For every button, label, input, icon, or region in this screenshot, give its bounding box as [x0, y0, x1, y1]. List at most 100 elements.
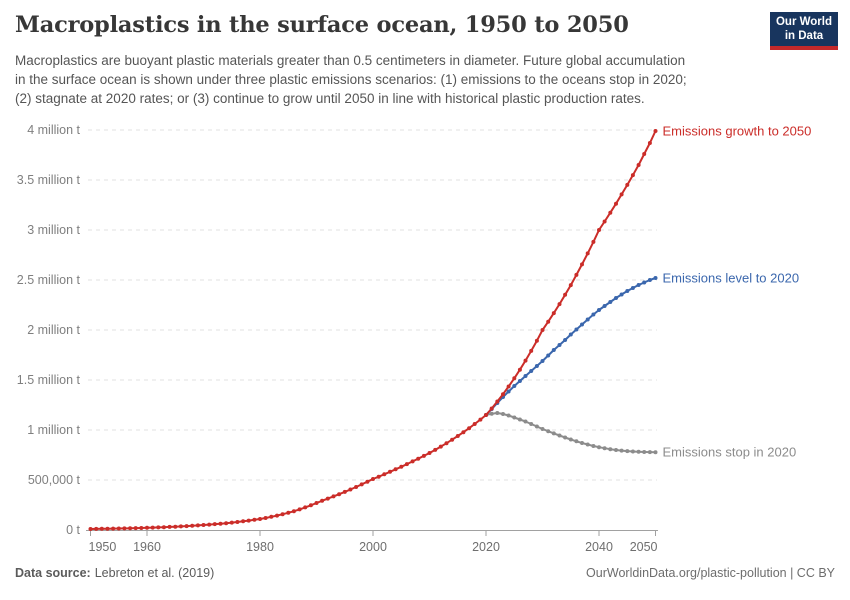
y-tick-label: 3 million t — [27, 223, 80, 237]
series-point-emissions-stop-in-2020 — [574, 439, 579, 444]
data-source-value: Lebreton et al. (2019) — [94, 566, 215, 580]
series-point-emissions-growth-to-2050 — [116, 526, 121, 531]
series-point-emissions-stop-in-2020 — [540, 427, 545, 431]
series-point-emissions-growth-to-2050 — [224, 521, 229, 526]
series-point-emissions-stop-in-2020 — [619, 448, 624, 453]
series-point-emissions-growth-to-2050 — [551, 311, 556, 316]
series-point-emissions-growth-to-2050 — [501, 392, 505, 397]
series-point-emissions-growth-to-2050 — [359, 482, 364, 487]
series-point-emissions-stop-in-2020 — [602, 446, 607, 451]
series-point-emissions-stop-in-2020 — [568, 437, 573, 442]
series-point-emissions-growth-to-2050 — [647, 141, 652, 145]
series-point-emissions-level-to-2020 — [546, 353, 551, 358]
y-tick-label: 3.5 million t — [17, 173, 81, 187]
series-label-emissions-stop-in-2020: Emissions stop in 2020 — [663, 445, 797, 460]
series-point-emissions-level-to-2020 — [642, 280, 647, 285]
series-point-emissions-growth-to-2050 — [517, 367, 522, 372]
series-point-emissions-stop-in-2020 — [523, 419, 528, 424]
series-point-emissions-growth-to-2050 — [275, 513, 279, 518]
series-point-emissions-growth-to-2050 — [195, 523, 200, 528]
series-point-emissions-growth-to-2050 — [229, 520, 234, 525]
series-point-emissions-growth-to-2050 — [619, 192, 624, 197]
series-point-emissions-growth-to-2050 — [139, 526, 144, 530]
series-point-emissions-level-to-2020 — [517, 379, 522, 383]
series-point-emissions-growth-to-2050 — [325, 496, 330, 501]
series-point-emissions-stop-in-2020 — [557, 433, 562, 438]
series-point-emissions-growth-to-2050 — [342, 489, 347, 494]
series-point-emissions-growth-to-2050 — [427, 451, 432, 455]
series-point-emissions-stop-in-2020 — [653, 450, 658, 455]
series-point-emissions-growth-to-2050 — [105, 526, 110, 531]
series-point-emissions-growth-to-2050 — [212, 522, 217, 527]
series-point-emissions-growth-to-2050 — [286, 510, 291, 515]
page-title: Macroplastics in the surface ocean, 1950… — [15, 12, 629, 38]
series-point-emissions-growth-to-2050 — [534, 338, 539, 343]
series-point-emissions-growth-to-2050 — [241, 519, 246, 524]
series-point-emissions-stop-in-2020 — [585, 442, 590, 447]
series-point-emissions-growth-to-2050 — [252, 517, 257, 522]
series-point-emissions-growth-to-2050 — [314, 501, 319, 505]
y-tick-label: 4 million t — [27, 123, 80, 137]
series-point-emissions-stop-in-2020 — [580, 441, 584, 445]
owid-logo: Our World in Data — [770, 12, 838, 50]
series-point-emissions-stop-in-2020 — [642, 450, 647, 454]
series-line-emissions-level-to-2020 — [485, 277, 657, 416]
data-source-label: Data source: — [15, 566, 91, 580]
series-point-emissions-level-to-2020 — [597, 308, 601, 312]
series-point-emissions-growth-to-2050 — [495, 399, 500, 404]
series-point-emissions-growth-to-2050 — [320, 498, 325, 503]
series-point-emissions-growth-to-2050 — [331, 494, 336, 499]
series-point-emissions-level-to-2020 — [608, 300, 613, 304]
y-tick-label: 2 million t — [27, 323, 80, 337]
series-point-emissions-growth-to-2050 — [557, 302, 562, 307]
series-point-emissions-growth-to-2050 — [416, 456, 421, 461]
series-point-emissions-growth-to-2050 — [291, 509, 296, 514]
series-point-emissions-growth-to-2050 — [472, 422, 477, 426]
series-point-emissions-growth-to-2050 — [280, 512, 285, 517]
series-point-emissions-stop-in-2020 — [597, 445, 601, 450]
series-point-emissions-growth-to-2050 — [258, 517, 262, 521]
owid-logo-line2: in Data — [784, 29, 824, 42]
series-point-emissions-growth-to-2050 — [263, 516, 268, 520]
series-point-emissions-growth-to-2050 — [348, 487, 353, 492]
x-tick-label: 2020 — [472, 540, 500, 554]
data-source: Data source: Lebreton et al. (2019) — [15, 566, 214, 580]
series-point-emissions-growth-to-2050 — [546, 319, 551, 324]
series-point-emissions-growth-to-2050 — [630, 173, 635, 178]
series-point-emissions-stop-in-2020 — [517, 417, 522, 422]
series-point-emissions-growth-to-2050 — [489, 406, 494, 411]
series-point-emissions-growth-to-2050 — [122, 526, 127, 531]
x-tick-label: 1950 — [89, 540, 117, 554]
series-point-emissions-growth-to-2050 — [393, 467, 398, 472]
series-point-emissions-stop-in-2020 — [546, 429, 551, 434]
series-point-emissions-growth-to-2050 — [133, 526, 138, 531]
series-point-emissions-growth-to-2050 — [614, 201, 618, 206]
series-point-emissions-growth-to-2050 — [207, 522, 212, 527]
series-point-emissions-growth-to-2050 — [625, 182, 630, 187]
series-label-emissions-growth-to-2050: Emissions growth to 2050 — [663, 124, 812, 139]
series-point-emissions-level-to-2020 — [614, 296, 618, 300]
series-point-emissions-growth-to-2050 — [444, 441, 449, 446]
series-point-emissions-growth-to-2050 — [523, 358, 528, 363]
series-point-emissions-level-to-2020 — [585, 317, 590, 322]
series-label-emissions-level-to-2020: Emissions level to 2020 — [663, 271, 800, 286]
series-point-emissions-growth-to-2050 — [574, 272, 579, 277]
series-point-emissions-growth-to-2050 — [371, 477, 375, 481]
series-point-emissions-stop-in-2020 — [563, 435, 568, 440]
series-point-emissions-growth-to-2050 — [642, 152, 647, 156]
series-point-emissions-growth-to-2050 — [99, 526, 104, 531]
series-point-emissions-growth-to-2050 — [591, 239, 596, 244]
series-point-emissions-growth-to-2050 — [602, 219, 607, 224]
series-line-emissions-stop-in-2020 — [485, 412, 657, 454]
chart-footer: Data source: Lebreton et al. (2019) OurWo… — [15, 566, 835, 580]
series-point-emissions-growth-to-2050 — [297, 507, 302, 512]
series-point-emissions-growth-to-2050 — [354, 485, 359, 489]
series-point-emissions-level-to-2020 — [580, 322, 584, 327]
y-tick-label: 500,000 t — [28, 473, 81, 487]
series-point-emissions-growth-to-2050 — [150, 525, 155, 530]
owid-logo-line1: Our World — [775, 16, 832, 28]
series-point-emissions-stop-in-2020 — [625, 449, 630, 454]
series-point-emissions-growth-to-2050 — [308, 503, 313, 508]
x-tick-label: 1980 — [246, 540, 274, 554]
series-point-emissions-growth-to-2050 — [410, 459, 415, 464]
